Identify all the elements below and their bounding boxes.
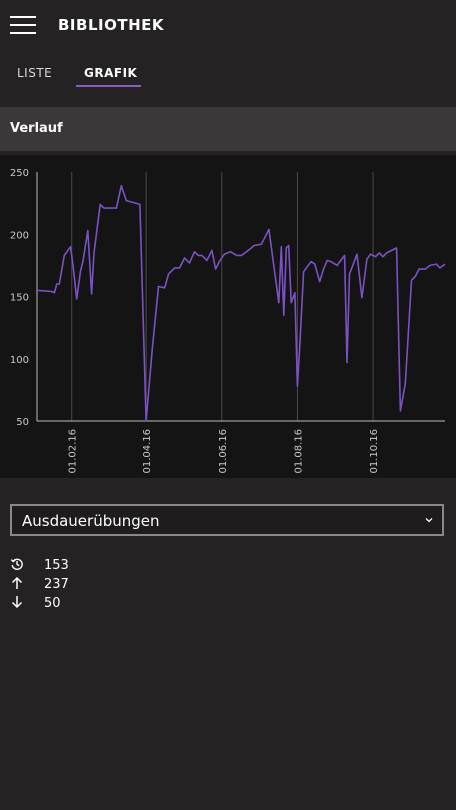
y-tick-label: 200 bbox=[10, 230, 29, 241]
exercise-type-dropdown[interactable]: Ausdauerübungen bbox=[10, 504, 444, 536]
app-header: BIBLIOTHEK bbox=[0, 0, 456, 52]
arrow-down-icon bbox=[11, 596, 23, 609]
stat-value-max: 237 bbox=[44, 577, 69, 592]
y-tick-label: 250 bbox=[10, 168, 29, 179]
chart-area: 50 100 150 200 250 01.02.16 01.04.16 01.06.16 01… bbox=[0, 155, 456, 478]
stat-value-min: 50 bbox=[44, 596, 61, 611]
x-tick-label: 01.10.16 bbox=[369, 429, 380, 474]
x-tick-label: 01.08.16 bbox=[293, 429, 304, 474]
line-chart: 50 100 150 200 250 01.02.16 01.04.16 01.06.16 01… bbox=[10, 168, 446, 474]
x-tick-label: 01.06.16 bbox=[218, 429, 229, 474]
y-tick-label: 100 bbox=[10, 355, 29, 366]
section-header: Verlauf bbox=[0, 107, 456, 151]
chevron-down-icon bbox=[425, 518, 433, 523]
x-tick-label: 01.04.16 bbox=[142, 429, 153, 474]
stat-row-max: 237 bbox=[10, 575, 210, 594]
x-tick-label: 01.02.16 bbox=[68, 429, 79, 474]
stat-row-current: 153 bbox=[10, 556, 210, 575]
stat-value-current: 153 bbox=[44, 558, 69, 573]
stat-row-min: 50 bbox=[10, 594, 210, 613]
history-icon bbox=[10, 558, 23, 570]
y-tick-label: 50 bbox=[16, 417, 29, 428]
arrow-up-icon bbox=[11, 576, 23, 589]
active-tab-indicator bbox=[76, 85, 141, 87]
hamburger-icon[interactable] bbox=[10, 14, 36, 34]
dropdown-selected-value: Ausdauerübungen bbox=[22, 512, 160, 530]
tab-grafik[interactable]: GRAFIK bbox=[84, 66, 138, 80]
page-title: BIBLIOTHEK bbox=[58, 16, 164, 34]
tab-bar: LISTE GRAFIK bbox=[0, 60, 456, 92]
stats-list: 153 237 50 bbox=[10, 556, 210, 613]
series-line bbox=[36, 184, 446, 422]
y-tick-label: 150 bbox=[10, 293, 29, 304]
section-title: Verlauf bbox=[10, 121, 63, 136]
tab-liste[interactable]: LISTE bbox=[17, 66, 53, 80]
